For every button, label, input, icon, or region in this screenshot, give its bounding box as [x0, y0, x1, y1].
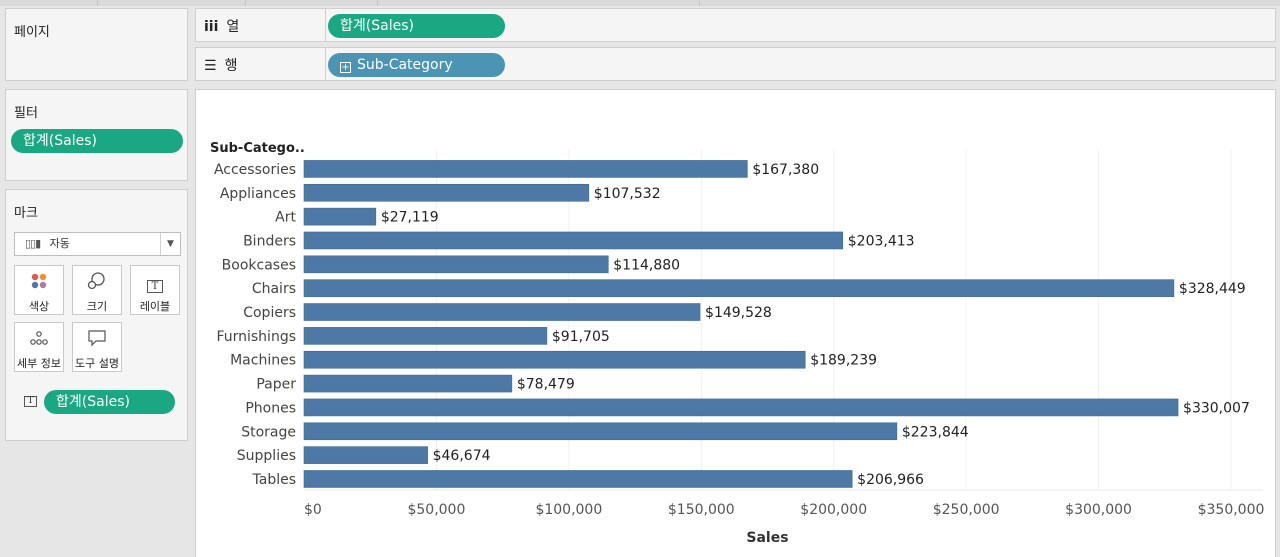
sub-category-header: Sub-Catego.. — [210, 141, 305, 156]
chart-view: Sub-Catego.. Accessories $167,380 Appliance… — [195, 89, 1276, 557]
columns-shelf-label: iii 열 — [204, 19, 240, 35]
value-label: $114,880 — [613, 257, 680, 273]
category-label: Accessories — [214, 162, 296, 178]
pages-title: 페이지 — [14, 25, 50, 40]
x-axis-title: Sales — [746, 530, 788, 546]
mark-detail-button[interactable]: 세부 정보 — [14, 322, 64, 372]
bar — [303, 446, 428, 464]
pages-card: 페이지 — [5, 8, 188, 81]
label-icon: T — [131, 272, 179, 298]
mark-pill-sum-sales[interactable]: 합계(Sales) — [44, 390, 175, 414]
bar — [303, 303, 701, 321]
filters-title: 필터 — [14, 106, 38, 121]
tick-label: $0 — [304, 502, 322, 518]
bar-chart: Sub-Catego.. Accessories $167,380 Appliance… — [210, 141, 1265, 546]
category-label: Chairs — [252, 281, 296, 297]
value-label: $330,007 — [1183, 400, 1250, 416]
filters-card: 필터 합계(Sales) — [5, 89, 188, 181]
columns-shelf[interactable]: 합계(Sales) — [325, 8, 1276, 42]
mark-type-dropdown[interactable]: ▯▯▮ 자동 ▼ — [14, 232, 181, 256]
mark-tooltip-label: 도구 설명 — [75, 357, 119, 370]
mark-size-label: 크기 — [86, 300, 108, 313]
mark-label-button[interactable]: T 레이블 — [130, 265, 180, 315]
value-label: $107,532 — [594, 186, 661, 202]
detail-icon — [15, 329, 63, 355]
marks-title: 마크 — [14, 206, 38, 221]
mark-color-label: 색상 — [28, 300, 50, 313]
category-label: Supplies — [237, 448, 296, 464]
category-label: Bookcases — [222, 257, 296, 273]
category-label: Furnishings — [216, 329, 296, 345]
mark-type-value: 자동 — [49, 237, 70, 250]
bar — [303, 160, 748, 178]
tick-label: $300,000 — [1065, 502, 1132, 518]
value-label: $91,705 — [552, 329, 610, 345]
mark-label-label: 레이블 — [139, 300, 171, 313]
value-label: $27,119 — [381, 210, 439, 226]
bar — [303, 255, 609, 274]
tick-label: $100,000 — [535, 502, 602, 518]
rows-icon: ☰ — [204, 58, 217, 74]
value-label: $328,449 — [1179, 281, 1246, 297]
category-label: Binders — [243, 233, 296, 249]
value-label: $149,528 — [705, 305, 772, 321]
chevron-down-icon[interactable]: ▼ — [160, 233, 180, 255]
rows-shelf-label: ☰ 행 — [204, 58, 238, 74]
bar — [303, 398, 1179, 417]
tick-label: $350,000 — [1198, 502, 1265, 518]
value-label: $46,674 — [433, 448, 491, 464]
mark-color-button[interactable]: 색상 — [14, 265, 64, 315]
tooltip-icon — [73, 329, 121, 355]
rows-shelf[interactable]: + Sub-Category — [325, 47, 1276, 81]
bar — [303, 422, 898, 441]
size-icon — [73, 272, 121, 298]
bar — [303, 374, 513, 393]
tick-label: $250,000 — [933, 502, 1000, 518]
tick-label: $150,000 — [668, 502, 735, 518]
columns-icon: iii — [204, 19, 219, 35]
top-tab-strip — [0, 0, 1280, 6]
bar — [303, 231, 844, 250]
bar — [303, 279, 1175, 297]
expand-plus-icon[interactable]: + — [340, 62, 351, 73]
category-label: Appliances — [220, 186, 296, 202]
tick-label: $50,000 — [407, 502, 465, 518]
text-mark-icon: T — [24, 396, 37, 407]
category-label: Tables — [252, 472, 297, 488]
value-label: $203,413 — [848, 233, 915, 249]
category-label: Machines — [230, 353, 296, 369]
value-label: $78,479 — [517, 377, 575, 393]
filter-pill-sum-sales[interactable]: 합계(Sales) — [11, 129, 183, 153]
value-label: $223,844 — [902, 424, 969, 440]
value-label: $189,239 — [810, 353, 877, 369]
bar — [303, 207, 377, 226]
value-label: $167,380 — [752, 162, 819, 178]
bar — [303, 183, 590, 202]
marks-card: 마크 ▯▯▮ 자동 ▼ 색상 크기 T 레이블 세부 정보 도구 설명 T 합계… — [5, 189, 188, 441]
columns-shelf-label-box: iii 열 — [195, 8, 326, 42]
mark-tooltip-button[interactable]: 도구 설명 — [72, 322, 122, 372]
value-label: $206,966 — [857, 472, 924, 488]
bar-chart-icon: ▯▯▮ — [25, 237, 41, 250]
bar — [303, 327, 548, 345]
columns-pill-sum-sales[interactable]: 합계(Sales) — [328, 14, 505, 38]
rows-shelf-label-box: ☰ 행 — [195, 47, 326, 81]
mark-detail-label: 세부 정보 — [17, 357, 61, 370]
category-label: Copiers — [243, 305, 296, 321]
tick-label: $200,000 — [800, 502, 867, 518]
category-label: Phones — [245, 400, 296, 416]
rows-pill-sub-category[interactable]: + Sub-Category — [328, 53, 505, 77]
bar — [303, 470, 853, 488]
bar — [303, 350, 806, 369]
mark-size-button[interactable]: 크기 — [72, 265, 122, 315]
category-label: Paper — [256, 377, 296, 393]
category-label: Art — [275, 210, 296, 226]
color-dots-icon — [15, 272, 63, 298]
category-label: Storage — [241, 424, 296, 440]
